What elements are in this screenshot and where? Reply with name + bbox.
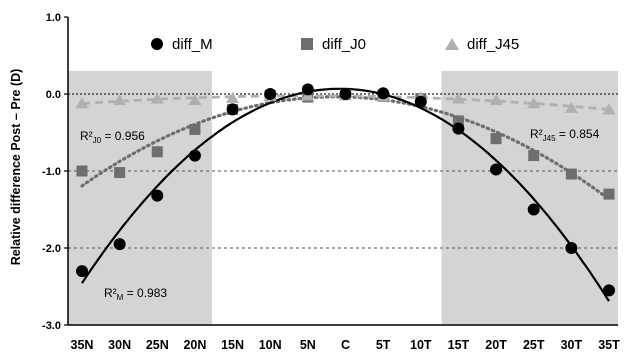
x-tick-label: 10N [259,338,282,352]
point-diff-m [226,103,239,116]
x-tick-labels: 35N 30N 25N 20N 15N 10N 5N C 5T 10T 15T 20T 25T 30T 35… [71,338,621,352]
point-diff-j0 [189,123,201,135]
point-diff-m [301,83,314,96]
x-tick-label: 5T [376,338,391,352]
y-tick-label: 0.0 [46,89,61,101]
y-tick-label: 1.0 [46,12,61,24]
point-diff-j0 [603,188,615,200]
point-diff-m [603,284,615,297]
y-tick-label: -1.0 [42,166,61,178]
annotation-r2-m: R²M = 0.983 [104,286,167,302]
y-axis-label: Relative difference Post – Pre (D) [9,69,23,266]
point-diff-j45 [150,92,164,104]
y-tick-label: -3.0 [42,320,61,332]
point-diff-j0 [151,146,163,158]
gridlines [68,93,618,249]
legend-marker-diff-m [151,38,163,50]
y-tick-label: -2.0 [42,243,61,255]
shaded-region-1 [68,70,212,326]
point-diff-j45 [188,94,202,106]
x-tick-label: 5N [300,338,316,352]
legend-label-diff-j0: diff_J0 [322,36,366,53]
point-diff-j45 [527,97,541,109]
annotation-r2-j0: R²J0 = 0.956 [80,129,145,145]
y-tick-labels: 1.0 0.0 -1.0 -2.0 -3.0 [42,12,61,332]
data-points [75,83,616,297]
annotations: R²J0 = 0.956 R²J45 = 0.854 R²M = 0.983 [80,127,600,302]
point-diff-j0 [490,133,502,145]
point-diff-m [377,87,390,100]
axes [64,16,618,326]
x-tick-label: 25N [146,338,169,352]
point-diff-j45 [602,103,616,115]
shaded-regions [68,70,618,326]
point-diff-m [339,88,352,100]
x-tick-label: 30N [108,338,131,352]
point-diff-m [264,88,277,100]
point-diff-m [151,189,164,202]
point-diff-m [188,149,201,162]
point-diff-j45 [451,92,465,104]
point-diff-m [414,95,427,108]
point-diff-j45 [489,94,503,106]
point-diff-j0 [452,115,464,127]
point-diff-j0 [114,167,126,179]
x-tick-label: 35T [598,338,620,352]
legend-label-diff-m: diff_M [172,36,213,53]
legend: diff_M diff_J0 diff_J45 [151,36,519,53]
point-diff-j0 [528,150,540,162]
annotation-r2-j45: R²J45 = 0.854 [530,127,600,143]
point-diff-m [76,265,88,278]
x-tick-label: 35N [71,338,94,352]
point-diff-m [113,238,126,251]
x-tick-label: 10T [410,338,432,352]
x-tick-label: 15T [448,338,470,352]
point-diff-m [452,122,465,135]
point-diff-j0 [76,165,88,177]
legend-marker-diff-j45 [445,38,459,50]
point-diff-m [565,242,578,254]
point-diff-m [527,203,540,216]
x-tick-label: 25T [523,338,545,352]
x-tick-label: 20T [485,338,507,352]
x-tick-label: 20N [183,338,206,352]
point-diff-j45 [113,94,127,106]
point-diff-j0 [565,168,577,180]
shaded-region-2 [441,70,618,326]
point-diff-j45 [226,91,240,103]
legend-label-diff-j45: diff_J45 [467,36,519,53]
legend-marker-diff-j0 [301,38,313,50]
x-tick-label: 30T [561,338,583,352]
point-diff-j45 [75,97,89,109]
x-tick-label: 15N [221,338,244,352]
point-diff-m [490,163,503,176]
x-tick-label: C [341,338,350,352]
point-diff-j45 [564,101,578,113]
